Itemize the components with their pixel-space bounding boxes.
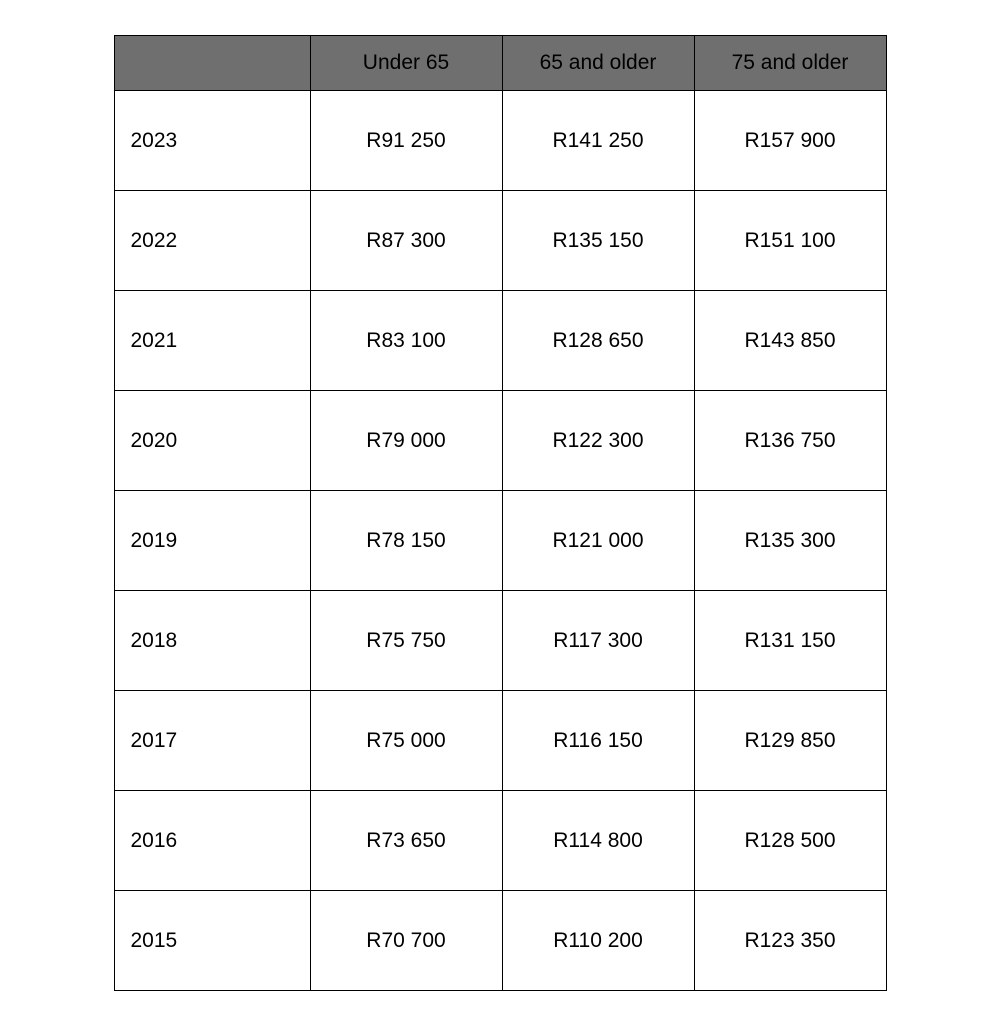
- year-cell: 2021: [114, 291, 310, 391]
- value-cell: R151 100: [694, 191, 886, 291]
- table-row: 2023 R91 250 R141 250 R157 900: [114, 91, 886, 191]
- value-cell: R114 800: [502, 791, 694, 891]
- table-row: 2020 R79 000 R122 300 R136 750: [114, 391, 886, 491]
- value-cell: R157 900: [694, 91, 886, 191]
- value-cell: R87 300: [310, 191, 502, 291]
- year-cell: 2016: [114, 791, 310, 891]
- value-cell: R110 200: [502, 891, 694, 991]
- value-cell: R79 000: [310, 391, 502, 491]
- value-cell: R75 000: [310, 691, 502, 791]
- table-row: 2022 R87 300 R135 150 R151 100: [114, 191, 886, 291]
- year-cell: 2017: [114, 691, 310, 791]
- table-row: 2015 R70 700 R110 200 R123 350: [114, 891, 886, 991]
- col-header-65-and-older: 65 and older: [502, 36, 694, 91]
- value-cell: R129 850: [694, 691, 886, 791]
- table-header-row: Under 65 65 and older 75 and older: [114, 36, 886, 91]
- value-cell: R128 500: [694, 791, 886, 891]
- table-row: 2021 R83 100 R128 650 R143 850: [114, 291, 886, 391]
- year-cell: 2018: [114, 591, 310, 691]
- value-cell: R75 750: [310, 591, 502, 691]
- value-cell: R117 300: [502, 591, 694, 691]
- value-cell: R121 000: [502, 491, 694, 591]
- col-header-under-65: Under 65: [310, 36, 502, 91]
- value-cell: R135 300: [694, 491, 886, 591]
- value-cell: R136 750: [694, 391, 886, 491]
- tax-threshold-table: Under 65 65 and older 75 and older 2023 …: [114, 35, 887, 991]
- value-cell: R70 700: [310, 891, 502, 991]
- table-row: 2017 R75 000 R116 150 R129 850: [114, 691, 886, 791]
- table-container: Under 65 65 and older 75 and older 2023 …: [114, 0, 887, 991]
- col-header-blank: [114, 36, 310, 91]
- table-header: Under 65 65 and older 75 and older: [114, 36, 886, 91]
- year-cell: 2020: [114, 391, 310, 491]
- value-cell: R128 650: [502, 291, 694, 391]
- table-row: 2019 R78 150 R121 000 R135 300: [114, 491, 886, 591]
- value-cell: R91 250: [310, 91, 502, 191]
- year-cell: 2022: [114, 191, 310, 291]
- year-cell: 2015: [114, 891, 310, 991]
- value-cell: R83 100: [310, 291, 502, 391]
- value-cell: R131 150: [694, 591, 886, 691]
- table-body: 2023 R91 250 R141 250 R157 900 2022 R87 …: [114, 91, 886, 991]
- value-cell: R141 250: [502, 91, 694, 191]
- value-cell: R73 650: [310, 791, 502, 891]
- year-cell: 2019: [114, 491, 310, 591]
- col-header-75-and-older: 75 and older: [694, 36, 886, 91]
- value-cell: R135 150: [502, 191, 694, 291]
- value-cell: R78 150: [310, 491, 502, 591]
- value-cell: R143 850: [694, 291, 886, 391]
- table-row: 2016 R73 650 R114 800 R128 500: [114, 791, 886, 891]
- value-cell: R116 150: [502, 691, 694, 791]
- value-cell: R123 350: [694, 891, 886, 991]
- table-row: 2018 R75 750 R117 300 R131 150: [114, 591, 886, 691]
- value-cell: R122 300: [502, 391, 694, 491]
- year-cell: 2023: [114, 91, 310, 191]
